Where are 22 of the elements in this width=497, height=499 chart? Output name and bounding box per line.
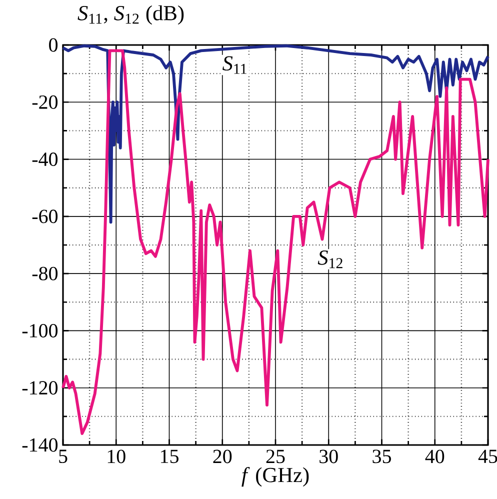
y-axis-title: S$_{11}$, S$_{12}$ (dB): [78, 5, 184, 25]
annotation: S$_{12}$: [318, 250, 342, 268]
x-tick-label: 40: [425, 450, 444, 464]
y-tick-label: -80: [32, 266, 58, 280]
line-series: [62, 49, 490, 436]
x-tick-label: 35: [372, 450, 391, 464]
y-tick-label: -40: [32, 152, 58, 166]
y-tick-label: -120: [22, 381, 58, 395]
x-tick-label: 30: [320, 450, 338, 464]
x-tick-label: 10: [108, 450, 126, 464]
x-tick-label: 5: [59, 450, 68, 463]
y-tick-label: -20: [32, 95, 58, 109]
x-tick-label: 25: [266, 450, 285, 464]
x-tick-label: 15: [161, 450, 178, 464]
x-tick-label: 45: [478, 450, 497, 464]
y-tick-label: -140: [22, 438, 58, 452]
y-tick-label: 0: [49, 38, 58, 52]
annotation: S$_{11}$: [222, 56, 246, 74]
y-tick-label: -100: [22, 324, 58, 338]
x-tick-label: 20: [213, 450, 232, 464]
x-axis-title: f (GHz): [242, 467, 309, 487]
y-tick-label: -60: [32, 210, 58, 224]
